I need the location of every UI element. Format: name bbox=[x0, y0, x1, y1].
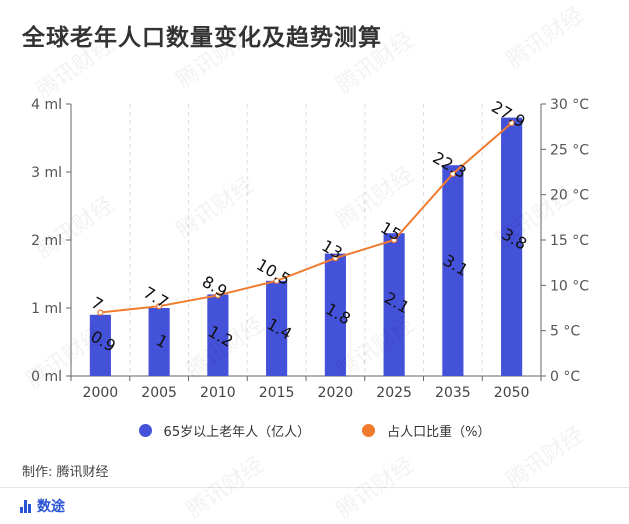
legend-item-ratio[interactable]: 占人口比重（%） bbox=[362, 421, 490, 440]
legend-marker-ratio bbox=[362, 424, 376, 437]
y-left-tick-label: 0 ml bbox=[31, 369, 62, 385]
y-right-tick-label: 5 °C bbox=[550, 324, 580, 340]
x-tick-label: 2015 bbox=[259, 385, 295, 401]
line-point bbox=[332, 255, 339, 262]
bar bbox=[266, 280, 288, 376]
legend: 65岁以上老年人（亿人） 占人口比重（%） bbox=[0, 421, 629, 440]
footer-divider bbox=[0, 487, 629, 488]
bar-chart-icon bbox=[20, 499, 32, 513]
bar bbox=[501, 117, 523, 376]
x-tick-label: 2010 bbox=[200, 385, 236, 401]
line-point bbox=[449, 170, 456, 177]
line-point bbox=[214, 292, 221, 299]
x-tick-label: 2035 bbox=[435, 385, 471, 401]
x-tick-label: 2050 bbox=[494, 385, 530, 401]
legend-marker-population bbox=[138, 424, 152, 437]
line-point bbox=[391, 236, 398, 244]
credit-text: 制作: 腾讯财经 bbox=[22, 465, 109, 480]
y-left-tick-label: 4 ml bbox=[31, 97, 62, 113]
bar bbox=[207, 294, 229, 376]
y-left-tick-label: 3 ml bbox=[31, 165, 62, 181]
brand-logo[interactable]: 数途 bbox=[20, 496, 65, 516]
legend-label-ratio: 占人口比重（%） bbox=[387, 425, 491, 440]
y-left-tick-label: 1 ml bbox=[31, 301, 62, 317]
bar bbox=[324, 253, 346, 376]
x-tick-label: 2025 bbox=[376, 385, 412, 401]
chart-title: 全球老年人口数量变化及趋势测算 bbox=[22, 25, 382, 51]
y-right-tick-label: 15 °C bbox=[550, 233, 589, 249]
y-right-tick-label: 0 °C bbox=[550, 369, 580, 385]
brand-name: 数途 bbox=[37, 499, 65, 515]
y-left-tick-label: 2 ml bbox=[31, 233, 62, 249]
line-point bbox=[97, 309, 104, 316]
ratio-line bbox=[100, 122, 513, 314]
x-tick-label: 2000 bbox=[83, 385, 119, 401]
y-right-tick-label: 25 °C bbox=[550, 142, 589, 158]
bar bbox=[148, 308, 170, 376]
x-tick-label: 2005 bbox=[141, 385, 177, 401]
bar bbox=[89, 314, 111, 376]
legend-item-population[interactable]: 65岁以上老年人（亿人） bbox=[138, 421, 311, 440]
y-right-tick-label: 10 °C bbox=[550, 278, 589, 294]
bar bbox=[383, 233, 405, 376]
line-point bbox=[273, 277, 280, 284]
line-point bbox=[508, 119, 515, 127]
bar bbox=[442, 165, 464, 376]
y-right-tick-label: 20 °C bbox=[550, 188, 589, 204]
x-tick-label: 2020 bbox=[318, 385, 354, 401]
y-right-tick-label: 30 °C bbox=[550, 97, 589, 113]
line-point bbox=[156, 303, 163, 310]
legend-label-population: 65岁以上老年人（亿人） bbox=[163, 425, 311, 440]
